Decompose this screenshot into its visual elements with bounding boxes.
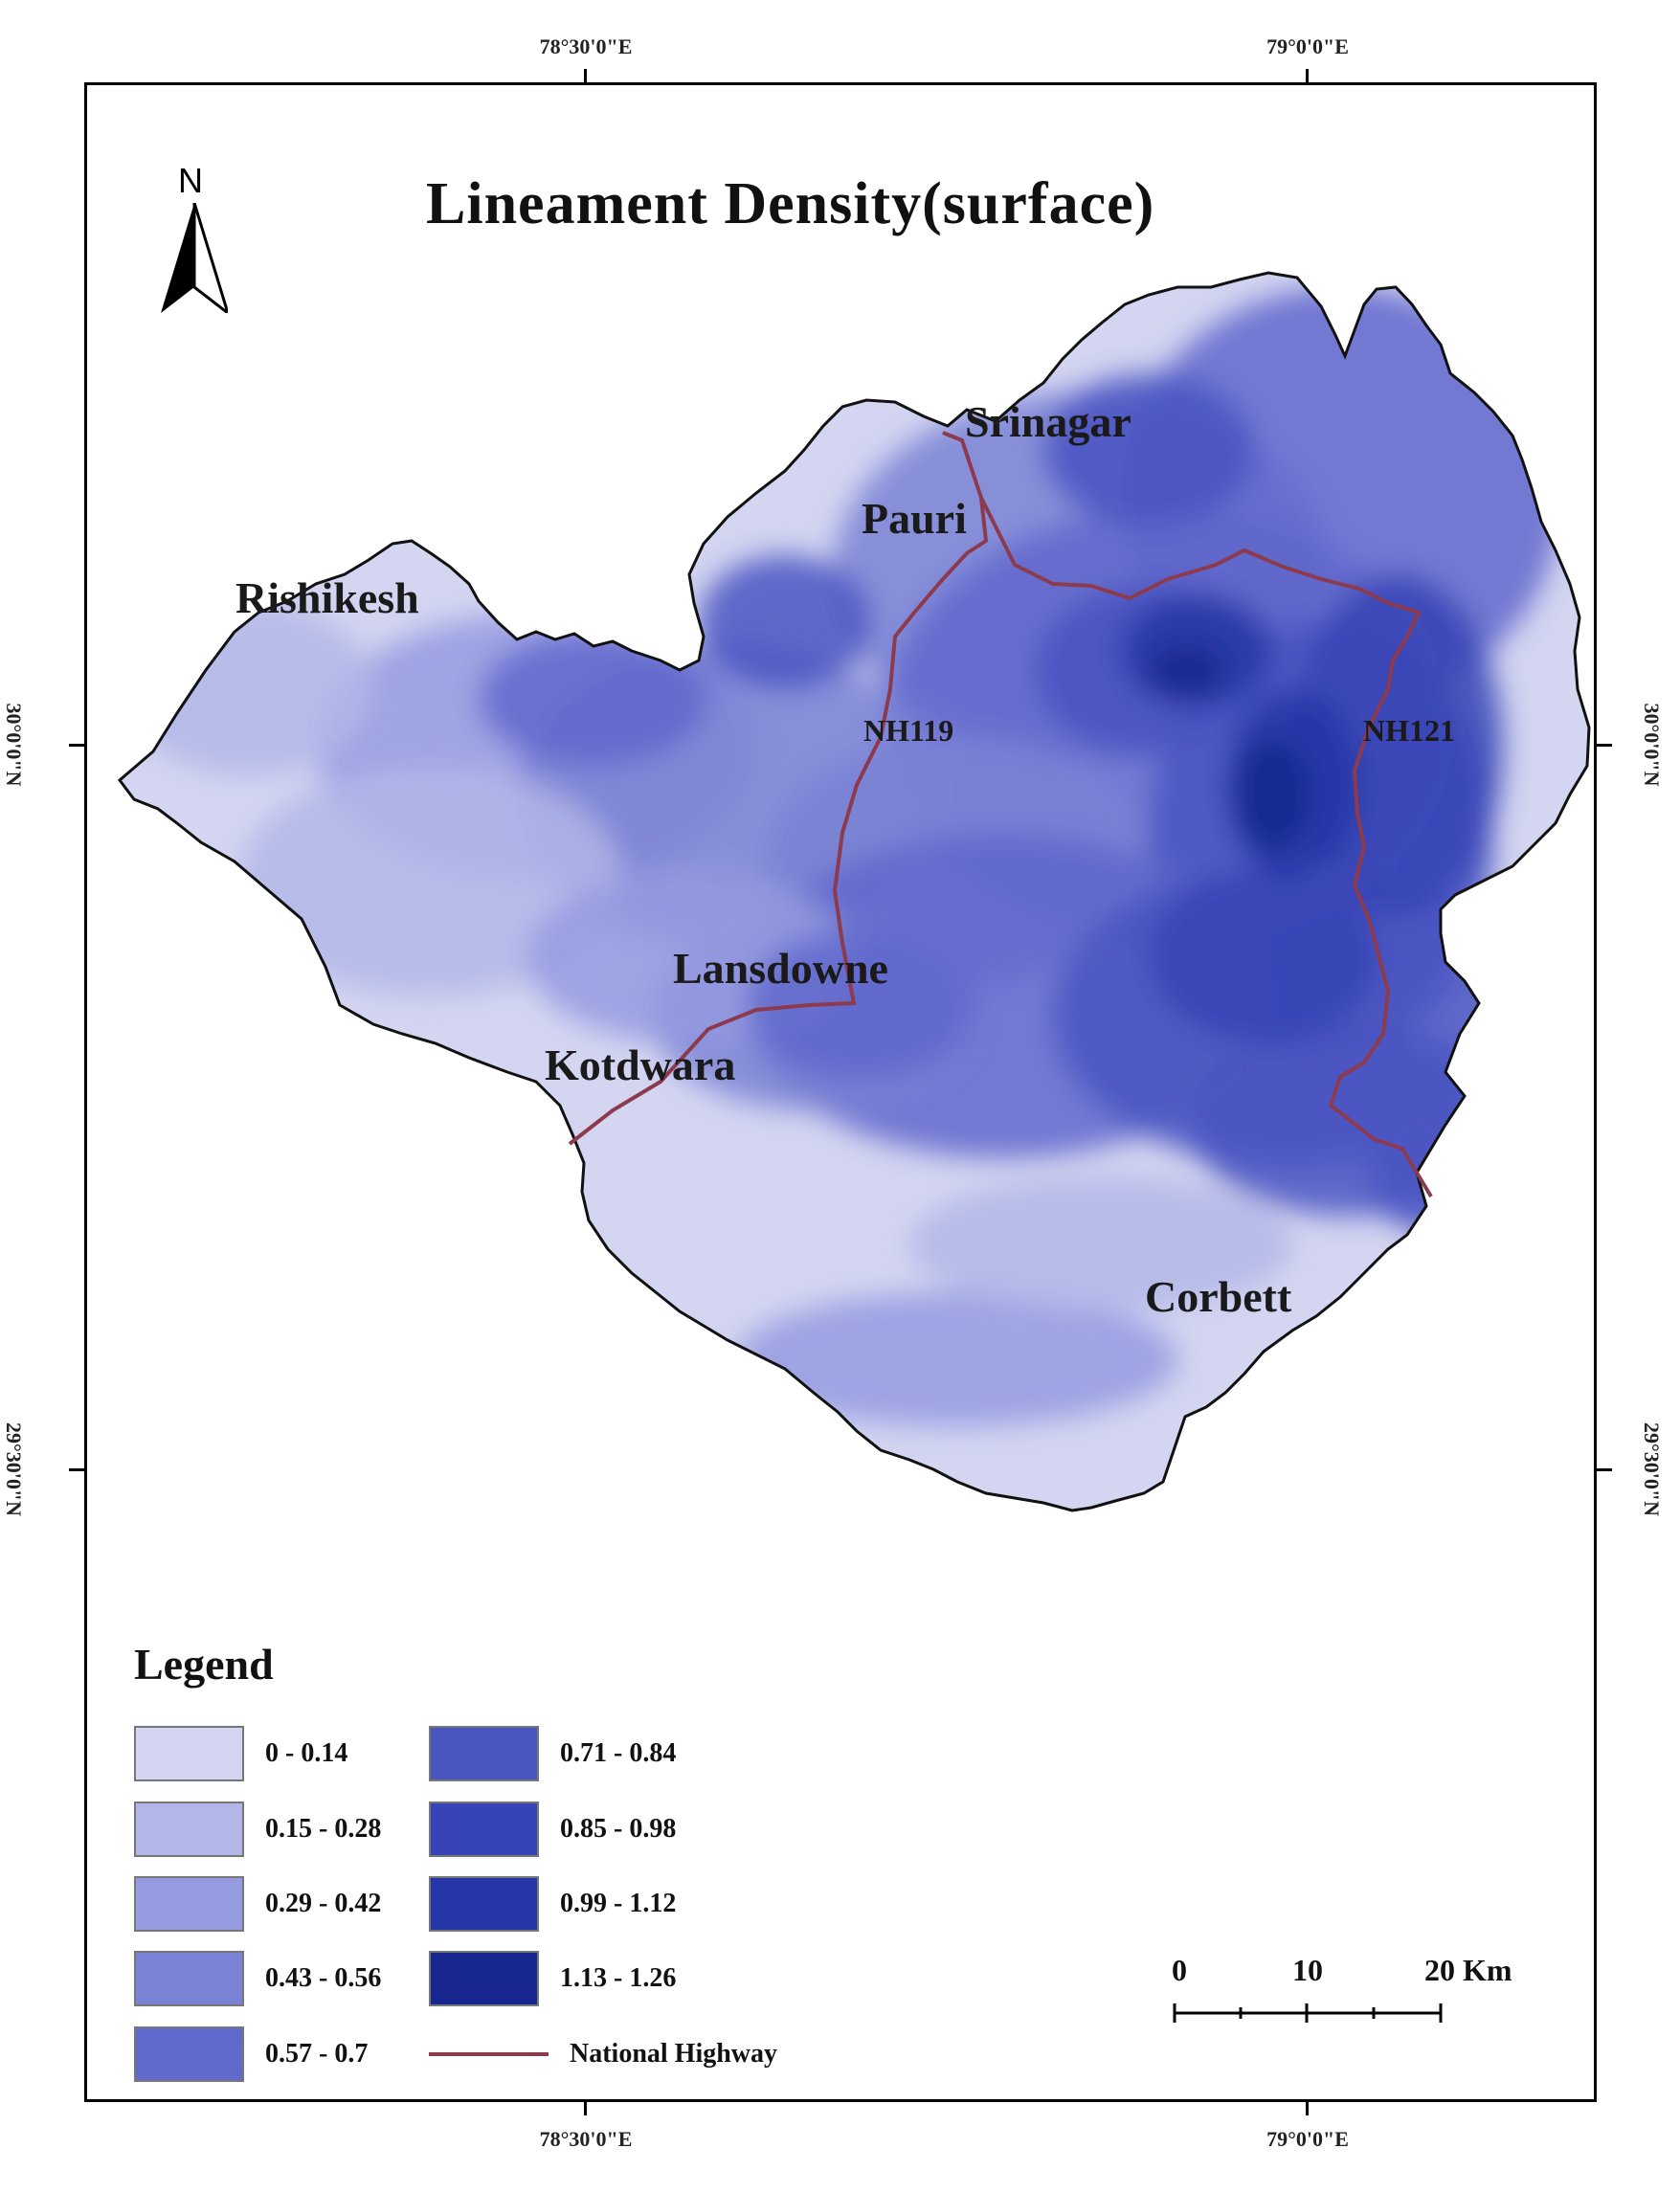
place-label-srinagar: Srinagar bbox=[965, 397, 1131, 446]
legend-swatch bbox=[134, 1801, 244, 1857]
national-highway-nh119 bbox=[568, 431, 989, 1146]
legend-item-class-3: 0.29 - 0.42 bbox=[134, 1876, 381, 1932]
density-blob bbox=[239, 766, 622, 996]
legend-item-class-8: 0.99 - 1.12 bbox=[429, 1876, 676, 1932]
legend-label: 0.99 - 1.12 bbox=[560, 1889, 677, 1918]
legend-title: Legend bbox=[134, 1640, 274, 1689]
tick-mark-right-2 bbox=[1597, 1468, 1612, 1471]
legend-highway-line bbox=[429, 2052, 549, 2056]
place-label-kotdwara: Kotdwara bbox=[545, 1041, 736, 1089]
place-label-lansdowne: Lansdowne bbox=[673, 944, 888, 993]
place-label-nh121: NH121 bbox=[1363, 713, 1455, 748]
legend-swatch bbox=[134, 1876, 244, 1932]
legend-item-class-5: 0.57 - 0.7 bbox=[134, 2026, 368, 2082]
place-label-nh119: NH119 bbox=[863, 713, 954, 748]
tick-mark-bottom-2 bbox=[1306, 2100, 1309, 2115]
density-blob bbox=[1149, 871, 1378, 1043]
tick-mark-bottom-1 bbox=[584, 2100, 587, 2115]
national-highway-nh121 bbox=[979, 497, 1433, 1198]
density-blob bbox=[1235, 737, 1311, 852]
place-label-pauri: Pauri bbox=[862, 494, 967, 543]
legend-item-class-6: 0.71 - 0.84 bbox=[429, 1726, 676, 1781]
graticule-label-bottom-2: 79°0'0"E bbox=[1266, 2127, 1349, 2151]
north-arrow-icon bbox=[161, 203, 228, 313]
legend-swatch bbox=[134, 2026, 244, 2082]
legend-item-class-4: 0.43 - 0.56 bbox=[134, 1951, 381, 2006]
scale-label-20-km: 20 Km bbox=[1424, 1953, 1512, 1987]
legend-label: 0.71 - 0.84 bbox=[560, 1738, 677, 1768]
legend-item-class-9: 1.13 - 1.26 bbox=[429, 1951, 676, 2006]
legend-item-class-1: 0 - 0.14 bbox=[134, 1726, 347, 1781]
legend-item-class-7: 0.85 - 0.98 bbox=[429, 1801, 676, 1857]
legend-label: 0.43 - 0.56 bbox=[265, 1963, 382, 1993]
density-blob bbox=[1149, 641, 1225, 699]
legend-swatch bbox=[429, 1726, 539, 1781]
density-blob bbox=[1043, 373, 1254, 526]
graticule-label-bottom-1: 78°30'0"E bbox=[539, 2127, 633, 2151]
legend-label: 0.29 - 0.42 bbox=[265, 1889, 382, 1918]
tick-mark-top-1 bbox=[584, 69, 587, 84]
scale-label-10: 10 bbox=[1292, 1953, 1323, 1987]
legend-item-class-2: 0.15 - 0.28 bbox=[134, 1801, 381, 1857]
density-blob bbox=[124, 603, 373, 775]
legend-swatch bbox=[429, 1801, 539, 1857]
density-blob bbox=[747, 929, 976, 1082]
legend-label: 0.57 - 0.7 bbox=[265, 2039, 369, 2069]
north-label: N bbox=[178, 161, 203, 200]
legend-label: National Highway bbox=[570, 2039, 778, 2069]
density-blob bbox=[1369, 1120, 1503, 1235]
graticule-label-top-2: 79°0'0"E bbox=[1266, 34, 1349, 58]
tick-mark-top-2 bbox=[1306, 69, 1309, 84]
scale-label-0: 0 bbox=[1172, 1953, 1187, 1987]
legend-label: 0.85 - 0.98 bbox=[560, 1814, 677, 1844]
tick-mark-right-1 bbox=[1597, 744, 1612, 747]
density-blob bbox=[909, 1177, 1292, 1311]
density-blob bbox=[737, 1292, 1177, 1426]
place-label-corbett: Corbett bbox=[1145, 1272, 1292, 1321]
legend-swatch bbox=[429, 1951, 539, 2006]
legend-swatch bbox=[429, 1876, 539, 1932]
legend-swatch bbox=[134, 1726, 244, 1781]
density-blob bbox=[479, 632, 708, 766]
density-surface bbox=[120, 273, 1589, 1510]
graticule-label-top-1: 78°30'0"E bbox=[539, 34, 633, 58]
map-frame bbox=[84, 82, 1597, 2102]
scale-bar bbox=[1173, 2003, 1443, 2023]
tick-mark-left-2 bbox=[69, 1468, 84, 1471]
map-title: Lineament Density(surface) bbox=[426, 171, 1155, 236]
legend-label: 0.15 - 0.28 bbox=[265, 1814, 382, 1844]
legend-label: 0 - 0.14 bbox=[265, 1738, 348, 1768]
legend-item-national-highway: National Highway bbox=[429, 2026, 777, 2082]
district-boundary bbox=[117, 271, 1591, 1512]
place-label-rishikesh: Rishikesh bbox=[235, 573, 419, 622]
legend-label: 1.13 - 1.26 bbox=[560, 1963, 677, 1993]
tick-mark-left-1 bbox=[69, 744, 84, 747]
density-blob bbox=[699, 555, 871, 689]
legend-swatch bbox=[134, 1951, 244, 2006]
